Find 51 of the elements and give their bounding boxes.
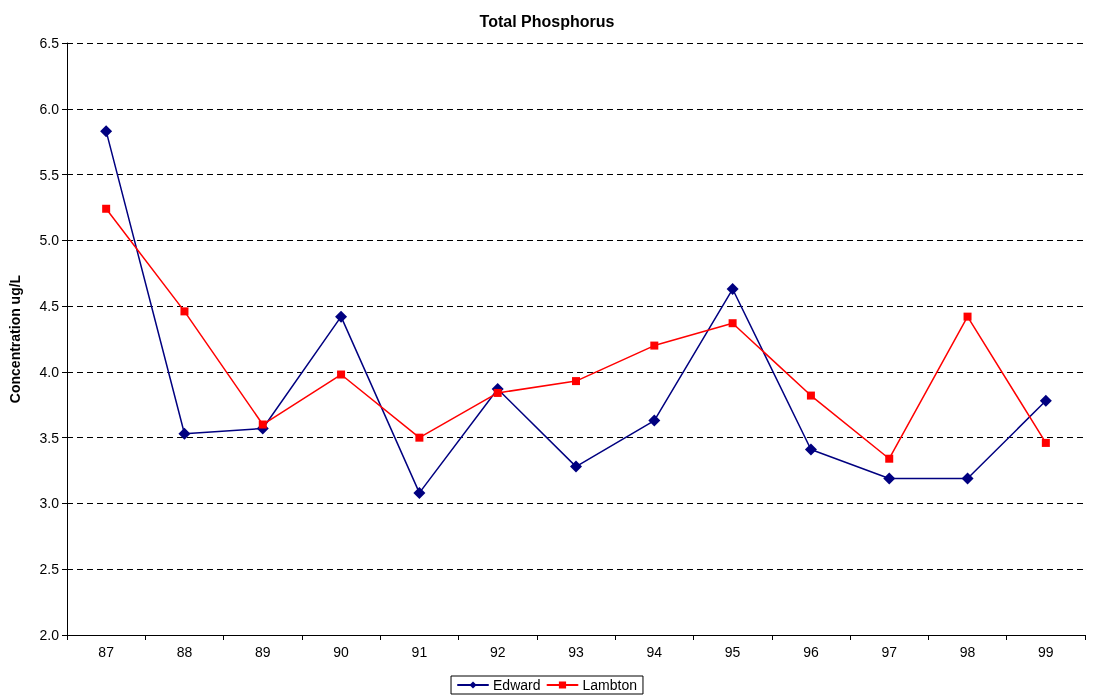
point	[178, 427, 191, 440]
point	[1039, 394, 1052, 407]
x-tick-label: 91	[411, 644, 428, 660]
point	[415, 433, 424, 442]
point	[726, 283, 739, 296]
x-tick-label: 97	[881, 644, 898, 660]
point	[102, 204, 111, 213]
x-tick-label: 94	[646, 644, 663, 660]
x-tick-label: 92	[489, 644, 506, 660]
point	[180, 307, 189, 316]
point	[806, 391, 815, 400]
chart-title: Total Phosphorus	[479, 12, 615, 30]
point	[650, 341, 659, 350]
y-tick-label: 2.0	[39, 627, 60, 643]
y-tick-label: 5.5	[39, 166, 60, 183]
x-tick-label: 89	[254, 644, 271, 660]
y-tick-label: 3.5	[39, 429, 60, 446]
point	[413, 486, 426, 499]
point	[885, 454, 894, 463]
point	[1041, 438, 1050, 447]
y-tick-label: 3.0	[39, 495, 60, 512]
point	[648, 414, 661, 427]
x-tick-label: 95	[724, 644, 741, 660]
x-tick-label: 88	[176, 644, 193, 660]
point	[961, 472, 974, 485]
legend-label: Edward	[493, 677, 541, 693]
x-tick-label: 96	[803, 644, 819, 660]
point	[728, 319, 737, 328]
point	[804, 443, 817, 456]
x-tick-label: 93	[568, 644, 584, 660]
point	[570, 460, 582, 473]
y-tick-label: 4.0	[39, 363, 60, 380]
y-tick-label: 5.0	[39, 232, 60, 249]
x-tick-label: 98	[959, 644, 976, 660]
y-axis-title: Concentration ug/L	[7, 274, 23, 404]
x-tick-label: 87	[98, 644, 115, 660]
point	[100, 125, 113, 138]
point	[883, 472, 896, 485]
y-tick-label: 2.5	[39, 561, 60, 578]
x-tick-label: 90	[333, 644, 350, 660]
y-tick-label: 4.5	[39, 298, 60, 315]
point	[258, 420, 267, 429]
point	[335, 310, 348, 323]
y-tick-label: 6.5	[39, 35, 60, 51]
legend-label: Lambton	[582, 677, 637, 693]
point	[337, 370, 346, 379]
x-tick-label: 99	[1038, 644, 1054, 660]
point	[572, 377, 580, 386]
point	[493, 388, 502, 397]
point	[963, 312, 972, 321]
y-tick-label: 6.0	[39, 100, 60, 117]
